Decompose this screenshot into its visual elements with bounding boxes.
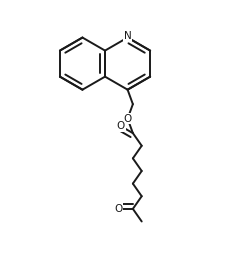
Text: O: O: [116, 121, 124, 131]
Text: O: O: [123, 114, 131, 124]
Text: O: O: [114, 204, 122, 214]
Text: N: N: [123, 31, 131, 41]
